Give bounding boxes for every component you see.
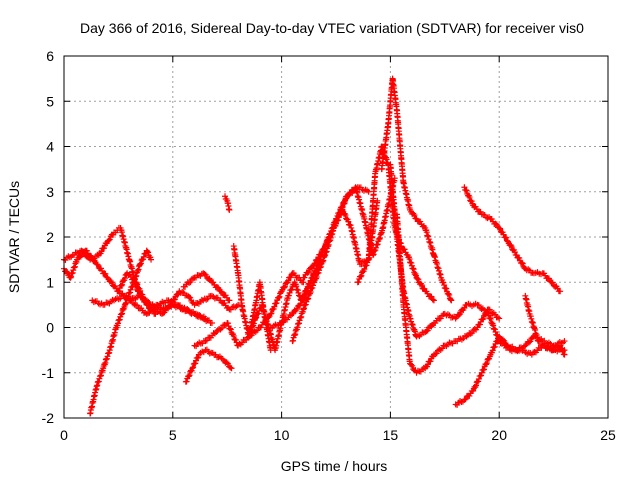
y-tick-label: 5 [46,93,54,109]
series-markers [222,193,233,213]
y-axis-label: SDTVAR / TECUs [6,181,22,293]
y-tick-label: 0 [46,320,54,336]
series-markers [452,333,568,408]
series-track-6 [180,270,233,304]
y-tick-label: 1 [46,274,54,290]
series-track-16 [378,75,455,304]
tick-labels: 0 5 10 15 20 25 -2 -1 0 1 2 3 4 5 6 [42,48,616,443]
x-tick-label: 10 [274,427,290,443]
plot-frame [63,55,609,419]
chart-title: Day 366 of 2016, Sidereal Day-to-day VTE… [80,20,584,36]
series-markers [115,270,242,317]
y-tick-label: 3 [46,184,54,200]
y-tick-label: 2 [46,229,54,245]
series-markers [461,184,564,295]
series-track-8 [182,346,235,385]
series-markers [182,346,235,385]
y-tick-label: 4 [46,139,54,155]
series-markers [87,247,155,417]
y-tick-label: -1 [42,365,55,381]
series-track-20 [461,184,564,295]
series-track-18 [393,211,503,376]
series-markers [180,270,233,304]
series-track-3 [87,247,155,417]
data-points [61,75,568,417]
y-tick-label: -2 [42,410,55,426]
series-markers [191,270,307,350]
x-tick-label: 5 [169,427,177,443]
x-axis-label: GPS time / hours [281,458,388,474]
y-tick-label: 6 [46,48,54,64]
series-track-19 [452,333,568,408]
x-tick-label: 15 [383,427,399,443]
series-track-9 [191,270,307,350]
series-markers [522,292,568,358]
series-track-5 [115,270,242,317]
x-tick-label: 20 [491,427,507,443]
x-tick-label: 25 [600,427,616,443]
series-track-7 [222,193,233,213]
x-tick-label: 0 [60,427,68,443]
grid-lines [63,55,609,419]
series-track-21 [522,292,568,358]
series-markers [393,211,503,376]
series-markers [378,75,455,304]
